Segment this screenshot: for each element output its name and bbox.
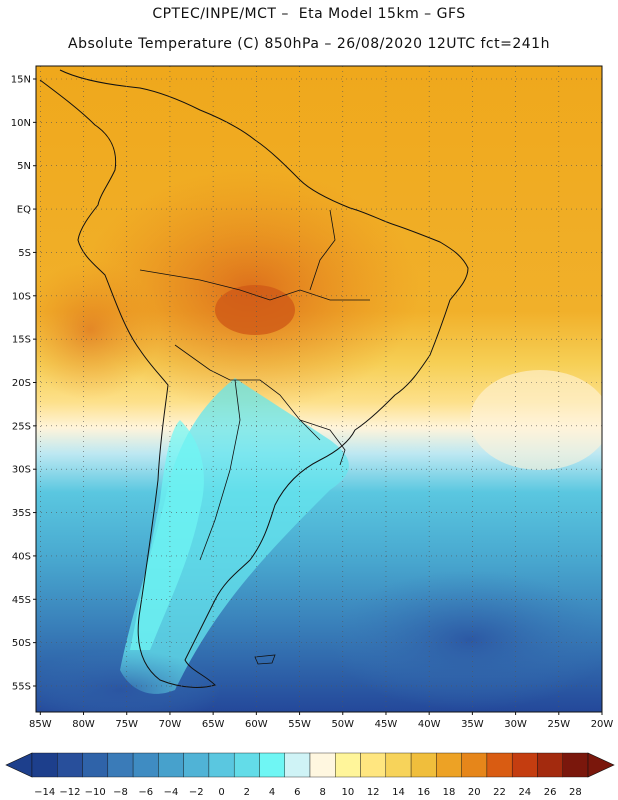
colorbar-label: −4 xyxy=(164,787,179,798)
colorbar-swatch xyxy=(486,752,513,778)
colorbar-swatch xyxy=(57,752,83,778)
colorbar-label: −8 xyxy=(113,787,128,798)
lon-label: 55W xyxy=(288,719,311,730)
colorbar-swatch xyxy=(158,752,184,778)
lon-label: 40W xyxy=(418,719,441,730)
cold-atlantic xyxy=(330,570,602,710)
colorbar xyxy=(5,752,615,778)
colorbar-label: 12 xyxy=(367,787,380,798)
colorbar-swatch xyxy=(208,752,235,778)
map-frame xyxy=(35,65,603,713)
lat-label: 35S xyxy=(12,508,31,519)
lat-label: 15S xyxy=(12,335,31,346)
colorbar-swatch xyxy=(562,752,589,778)
lat-label: 15N xyxy=(11,75,31,86)
colorbar-swatch xyxy=(360,752,387,778)
colorbar-swatch xyxy=(82,752,109,778)
colorbar-swatch xyxy=(284,752,311,778)
colorbar-swatch xyxy=(436,752,462,778)
lon-label: 20W xyxy=(591,719,614,730)
falkland-islands xyxy=(254,654,276,665)
warm-atlantic-plume xyxy=(470,370,602,470)
colorbar-swatch xyxy=(31,752,58,778)
colorbar-label: 10 xyxy=(342,787,355,798)
longitude-labels: 85W 80W 75W 70W 65W 60W 55W 50W 45W 40W 35W 30W 25W 2… xyxy=(29,712,613,730)
colorbar-label: 6 xyxy=(294,787,300,798)
lat-label: 10S xyxy=(12,291,31,302)
lat-label: 30S xyxy=(12,465,31,476)
colorbar-swatch xyxy=(461,752,488,778)
colorbar-label: 0 xyxy=(218,787,224,798)
colorbar-label: 20 xyxy=(468,787,481,798)
lon-label: 85W xyxy=(29,719,52,730)
hot-spot xyxy=(215,285,295,335)
colorbar-label: −12 xyxy=(59,787,80,798)
colorbar-label: 22 xyxy=(493,787,506,798)
colorbar-swatch xyxy=(183,752,210,778)
lon-label: 35W xyxy=(461,719,484,730)
colorbar-label: 18 xyxy=(443,787,456,798)
colorbar-label: 16 xyxy=(417,787,430,798)
border-uruguay xyxy=(299,419,346,466)
colorbar-swatch xyxy=(537,752,563,778)
colorbar-swatch xyxy=(309,752,336,778)
colorbar-arrow-low xyxy=(5,752,33,778)
lon-label: 75W xyxy=(115,719,138,730)
colorbar-label: 28 xyxy=(569,787,582,798)
colorbar-label: −14 xyxy=(34,787,55,798)
colorbar-swatch xyxy=(335,752,361,778)
colorbar-arrow-high xyxy=(587,752,615,778)
lat-label: 55S xyxy=(12,681,31,692)
lat-label: 20S xyxy=(12,378,31,389)
lat-label: 45S xyxy=(12,595,31,606)
colorbar-label: 24 xyxy=(518,787,531,798)
lon-label: 60W xyxy=(245,719,268,730)
colorbar-swatch xyxy=(410,752,437,778)
colorbar-label: −6 xyxy=(138,787,153,798)
lat-label: 5N xyxy=(17,161,31,172)
lon-label: 25W xyxy=(547,719,570,730)
map-title-line2: Absolute Temperature (C) 850hPa – 26/08/… xyxy=(68,36,550,52)
border-chile-argentina xyxy=(199,379,241,561)
colorbar-label: −10 xyxy=(85,787,106,798)
colorbar-swatch xyxy=(233,752,260,778)
colorbar-label: 26 xyxy=(544,787,557,798)
border-brazil-north xyxy=(309,209,336,291)
lon-label: 30W xyxy=(504,719,527,730)
colorbar-label: −2 xyxy=(189,787,204,798)
lon-label: 50W xyxy=(331,719,354,730)
lon-label: 80W xyxy=(72,719,95,730)
colorbar-swatch xyxy=(511,752,538,778)
colorbar-swatch xyxy=(385,752,412,778)
colorbar-swatch xyxy=(259,752,285,778)
latitude-labels: 15N 10N 5N EQ 5S 10S 15S 20S 25S 30S 35S 40S 45S 50S 5… xyxy=(11,75,36,692)
cold-south-pacific xyxy=(36,650,220,712)
border-amazon xyxy=(139,269,370,301)
lon-label: 70W xyxy=(159,719,182,730)
lat-label: 50S xyxy=(12,638,31,649)
lat-label: EQ xyxy=(17,205,31,216)
colorbar-label: 14 xyxy=(392,787,405,798)
lat-label: 5S xyxy=(18,248,31,259)
colorbar-swatch xyxy=(107,752,134,778)
lat-label: 40S xyxy=(12,551,31,562)
warm-pacific xyxy=(36,260,160,400)
map-title-line1: CPTEC/INPE/MCT – Eta Model 15km – GFS xyxy=(152,6,466,22)
continent-outline xyxy=(39,69,469,688)
lon-label: 65W xyxy=(202,719,225,730)
colorbar-labels: −14 −12 −10 −8 −6 −4 −2 0 2 4 6 8 10 12 14 16 18 20 22 24 26… xyxy=(34,787,582,798)
colorbar-label: 2 xyxy=(244,787,250,798)
lat-label: 10N xyxy=(11,118,31,129)
lat-label: 25S xyxy=(12,421,31,432)
colorbar-swatch xyxy=(132,752,159,778)
colorbar-label: 8 xyxy=(319,787,325,798)
cold-core-andes xyxy=(130,420,204,650)
colorbar-label: 4 xyxy=(269,787,275,798)
lon-label: 45W xyxy=(375,719,398,730)
